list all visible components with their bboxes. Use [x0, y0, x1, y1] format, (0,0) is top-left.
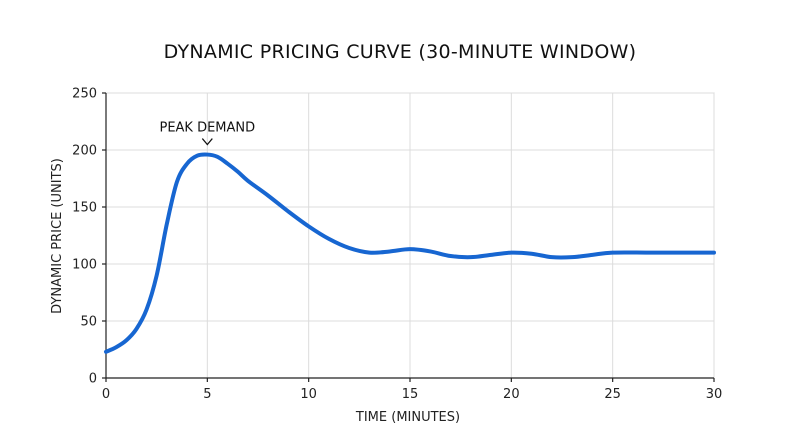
y-tick-label: 150 [72, 201, 97, 216]
annotations: PEAK DEMAND [159, 121, 255, 146]
x-tick-label: 25 [604, 387, 621, 402]
annotation-label: PEAK DEMAND [159, 121, 255, 136]
chart-title: DYNAMIC PRICING CURVE (30-MINUTE WINDOW) [164, 41, 637, 63]
x-tick-label: 0 [102, 387, 110, 402]
x-axis-label: TIME (MINUTES) [355, 410, 460, 425]
y-tick-label: 200 [72, 144, 97, 159]
y-tick-label: 0 [89, 372, 97, 387]
x-tick-label: 30 [706, 387, 723, 402]
y-tick-label: 50 [80, 315, 97, 330]
x-tick-label: 15 [402, 387, 419, 402]
y-tick-label: 100 [72, 258, 97, 273]
axes [102, 92, 715, 382]
y-tick-label: 250 [72, 87, 97, 102]
tick-labels: 0 5 10 15 20 25 30 0 50 100 150 200 250 [72, 87, 722, 403]
x-tick-label: 20 [503, 387, 520, 402]
x-tick-label: 5 [203, 387, 211, 402]
grid [105, 92, 715, 379]
price-series-line [104, 152, 716, 354]
y-axis-label: DYNAMIC PRICE (UNITS) [50, 158, 65, 314]
x-tick-label: 10 [300, 387, 317, 402]
series-layer [104, 152, 716, 354]
annotation-caret [201, 138, 213, 146]
